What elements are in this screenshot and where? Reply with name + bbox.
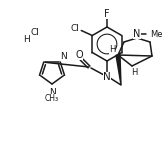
Text: H: H: [131, 68, 137, 76]
Text: N: N: [49, 88, 55, 97]
Text: CH₃: CH₃: [45, 94, 59, 103]
Text: O: O: [75, 50, 83, 60]
Text: Cl: Cl: [30, 28, 39, 36]
Text: H: H: [23, 35, 30, 44]
Text: N: N: [60, 52, 67, 61]
Text: H: H: [109, 44, 115, 53]
Polygon shape: [116, 55, 121, 85]
Text: N: N: [103, 72, 111, 82]
Text: F: F: [104, 8, 110, 19]
Text: N: N: [133, 29, 141, 39]
Text: Cl: Cl: [71, 24, 80, 33]
Text: Me: Me: [150, 29, 162, 39]
